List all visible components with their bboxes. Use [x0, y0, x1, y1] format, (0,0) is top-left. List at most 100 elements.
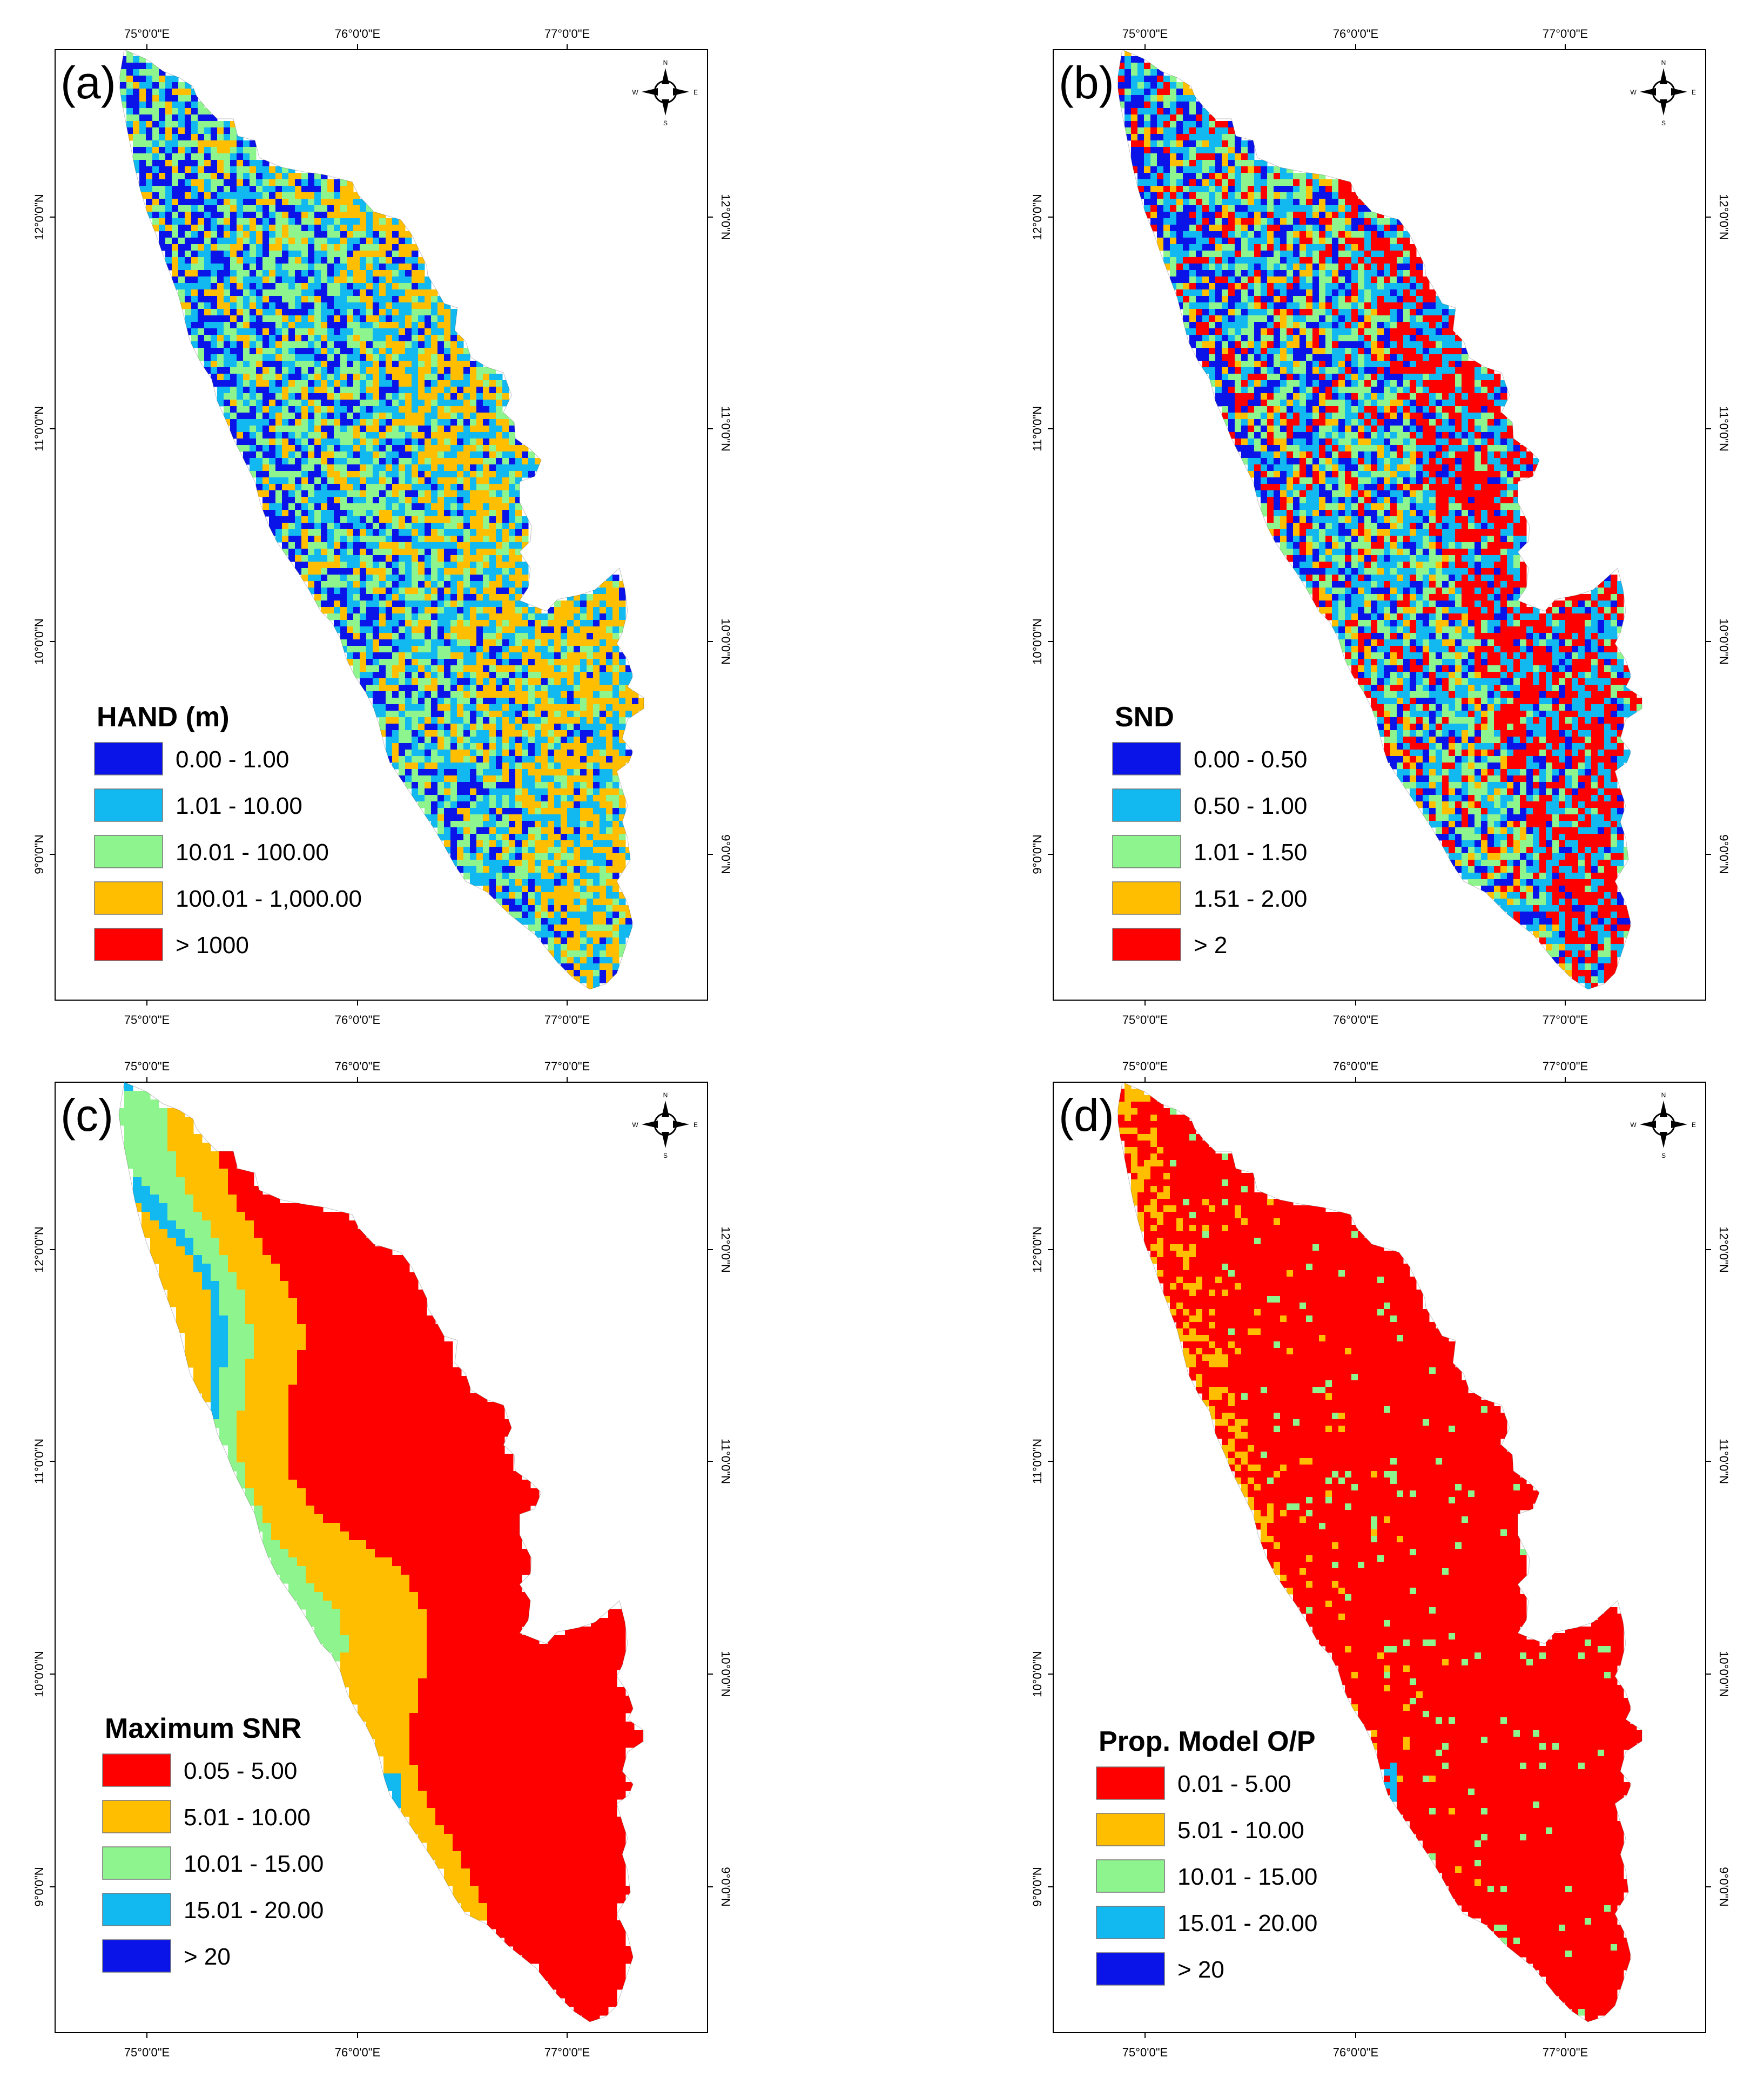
lat-tick-label-left: 12°0'0"N [1031, 1226, 1044, 1273]
legend-item-label: 10.01 - 15.00 [1177, 1864, 1317, 1890]
legend-swatch [102, 1846, 171, 1880]
lon-tick-label-bottom: 76°0'0"E [335, 1013, 380, 1027]
panel-label: (b) [1059, 57, 1114, 108]
compass-north-label: N [1661, 59, 1666, 66]
legend-swatch [102, 1753, 171, 1787]
lat-tick-label-left: 11°0'0"N [1031, 1439, 1044, 1484]
lon-tick-label-bottom: 77°0'0"E [1543, 2046, 1588, 2059]
lon-tick-label-top: 75°0'0"E [1122, 27, 1168, 41]
map-raster [1118, 1082, 1642, 2022]
legend-swatch [94, 881, 163, 915]
legend-swatch [102, 1893, 171, 1926]
lat-tick-label-left: 9°0'0"N [1031, 1867, 1044, 1906]
lon-tick-label-top: 75°0'0"E [1122, 1060, 1168, 1073]
lat-tick-label-right: 12°0'0"N [719, 194, 732, 240]
legend-item-label: 100.01 - 1,000.00 [176, 886, 362, 912]
lat-tick-label-left: 11°0'0"N [1031, 406, 1044, 451]
lat-tick-label-right: 9°0'0"N [1717, 1867, 1731, 1906]
state-boundary [1116, 49, 1642, 990]
state-boundary [118, 1082, 644, 2022]
legend-swatch [1096, 1813, 1165, 1846]
state-boundary [1116, 1082, 1642, 2022]
lat-tick-label-left: 11°0'0"N [32, 406, 46, 451]
legend-swatch [94, 928, 163, 961]
lon-tick-label-top: 75°0'0"E [124, 1060, 170, 1073]
kerala-map [118, 1082, 644, 2022]
lat-tick-label-right: 12°0'0"N [1717, 194, 1731, 240]
legend-item-label: 15.01 - 20.00 [184, 1897, 324, 1924]
lat-tick-label-right: 12°0'0"N [1717, 1226, 1731, 1273]
lon-tick-label-bottom: 75°0'0"E [1122, 1013, 1168, 1027]
legend-swatch [1112, 881, 1181, 915]
legend-swatch [1096, 1766, 1165, 1800]
lon-tick-label-bottom: 77°0'0"E [1543, 1013, 1588, 1027]
lat-tick-label-right: 10°0'0"N [1717, 618, 1731, 665]
legend-item-label: 1.01 - 10.00 [176, 793, 302, 819]
lat-tick-label-right: 11°0'0"N [719, 406, 732, 451]
lon-tick-label-bottom: 77°0'0"E [544, 1013, 590, 1027]
lat-tick-label-left: 10°0'0"N [1031, 1651, 1044, 1697]
lat-tick-label-right: 10°0'0"N [1717, 1651, 1731, 1697]
legend-item-label: > 2 [1194, 932, 1227, 959]
compass-west-label: W [1630, 89, 1637, 96]
lat-tick-label-right: 11°0'0"N [1717, 1439, 1731, 1484]
compass-east-label: E [1692, 89, 1696, 96]
legend-item-label: 15.01 - 20.00 [1177, 1910, 1317, 1937]
lat-tick-label-right: 9°0'0"N [719, 1867, 732, 1906]
legend-swatch [102, 1800, 171, 1833]
lon-tick-label-top: 77°0'0"E [1543, 1060, 1588, 1073]
map-raster [119, 1082, 643, 2022]
lat-tick-label-left: 11°0'0"N [32, 1439, 46, 1484]
compass-south-label: S [1661, 119, 1666, 127]
legend-item-label: 1.01 - 1.50 [1194, 839, 1307, 866]
lat-tick-label-left: 9°0'0"N [1031, 834, 1044, 874]
lat-tick-label-right: 9°0'0"N [1717, 834, 1731, 874]
lat-tick-label-right: 11°0'0"N [1717, 406, 1731, 451]
lat-tick-label-left: 10°0'0"N [1031, 618, 1044, 665]
map-raster [1118, 50, 1642, 989]
lat-tick-label-right: 9°0'0"N [719, 834, 732, 874]
legend: HAND (m) 0.00 - 1.00 1.01 - 10.00 10.01 - 1… [94, 701, 362, 961]
lon-tick-label-bottom: 76°0'0"E [335, 2046, 380, 2059]
legend: Maximum SNR 0.05 - 5.00 5.01 - 10.00 10.01 … [102, 1713, 324, 1973]
lon-tick-label-top: 77°0'0"E [544, 27, 590, 41]
legend-item-label: 0.50 - 1.00 [1194, 793, 1307, 819]
compass-west-label: W [1630, 1121, 1637, 1129]
lat-tick-label-right: 11°0'0"N [719, 1439, 732, 1484]
lat-tick-label-right: 10°0'0"N [719, 618, 732, 665]
lon-tick-label-top: 76°0'0"E [1333, 1060, 1378, 1073]
legend-item-label: 0.00 - 1.00 [176, 746, 289, 773]
map-panel-0: 75°0'0"E 75°0'0"E 76°0'0"E 76°0'0"E 77°0'0"E… [32, 27, 732, 1027]
compass-south-label: S [1661, 1152, 1666, 1159]
legend-title: Prop. Model O/P [1099, 1726, 1316, 1757]
lon-tick-label-top: 75°0'0"E [124, 27, 170, 41]
legend-title: SND [1115, 701, 1174, 733]
lon-tick-label-top: 77°0'0"E [544, 1060, 590, 1073]
legend-item-label: 1.51 - 2.00 [1194, 886, 1307, 912]
legend-swatch [1112, 835, 1181, 868]
legend-swatch [1096, 1906, 1165, 1939]
compass-east-label: E [1692, 1121, 1696, 1129]
state-boundary [118, 49, 644, 990]
legend-swatch [1112, 742, 1181, 775]
legend-swatch [1096, 1952, 1165, 1986]
lat-tick-label-left: 10°0'0"N [32, 618, 46, 665]
lat-tick-label-left: 9°0'0"N [32, 834, 46, 874]
lat-tick-label-left: 12°0'0"N [32, 1226, 46, 1273]
compass-south-label: S [663, 119, 668, 127]
legend-swatch [1112, 928, 1181, 961]
lat-tick-label-left: 12°0'0"N [1031, 194, 1044, 240]
compass-east-label: E [694, 89, 698, 96]
lon-tick-label-top: 76°0'0"E [1333, 27, 1378, 41]
panel-label: (d) [1059, 1090, 1114, 1141]
compass-west-label: W [632, 1121, 638, 1129]
kerala-map [1116, 49, 1642, 990]
north-arrow-compass-icon: N S E W [632, 59, 698, 127]
lon-tick-label-bottom: 75°0'0"E [1122, 2046, 1168, 2059]
legend-item-label: 5.01 - 10.00 [1177, 1817, 1304, 1844]
north-arrow-compass-icon: N S E W [632, 1091, 698, 1159]
lon-tick-label-bottom: 76°0'0"E [1333, 1013, 1378, 1027]
legend-item-label: 0.05 - 5.00 [184, 1758, 297, 1784]
compass-north-label: N [1661, 1091, 1666, 1099]
legend-item-label: > 20 [1177, 1956, 1224, 1983]
